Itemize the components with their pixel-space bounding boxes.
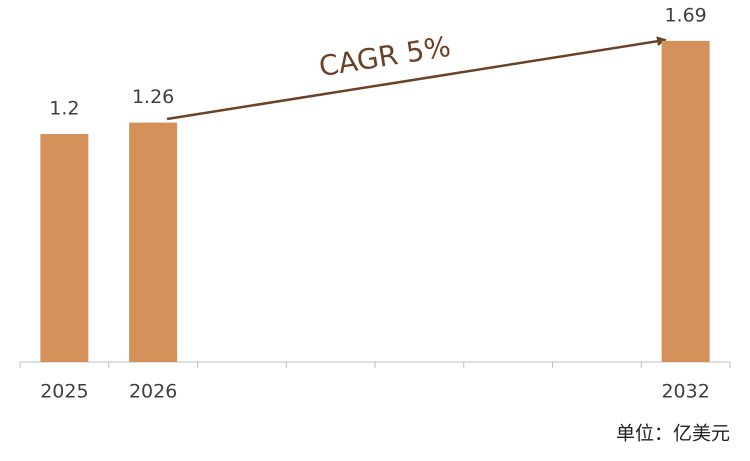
bar (40, 134, 89, 362)
x-tick-label: 2026 (129, 381, 177, 403)
value-label: 1.69 (664, 4, 706, 26)
x-tick-label: 2025 (40, 381, 88, 403)
bar (661, 40, 710, 363)
x-tick-label: 2032 (661, 381, 709, 403)
cagr-arrow (166, 36, 667, 121)
bar (129, 122, 178, 362)
value-label: 1.2 (49, 98, 79, 120)
cagr-annotation: CAGR 5% (317, 30, 453, 83)
unit-note: 单位：亿美元 (616, 423, 730, 445)
value-label: 1.26 (132, 86, 174, 108)
